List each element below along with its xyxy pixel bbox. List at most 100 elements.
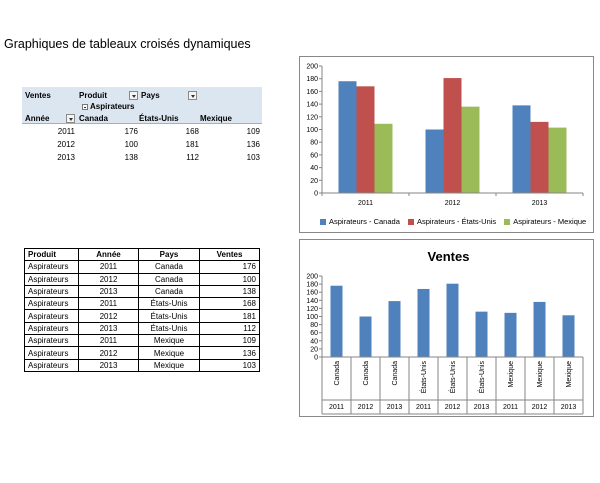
table-cell: 109 bbox=[199, 334, 260, 348]
y-tick-label: 60 bbox=[310, 152, 318, 159]
x-tick-label-country: Mexique bbox=[537, 361, 544, 388]
x-tick-label-country: Canada bbox=[392, 361, 399, 386]
table-cell: 2013 bbox=[78, 284, 139, 299]
y-tick-label: 80 bbox=[310, 140, 318, 147]
table-cell: Canada bbox=[138, 284, 200, 299]
table-cell: 2012 bbox=[78, 346, 139, 360]
pivot-header-band bbox=[22, 87, 262, 123]
pivot-table: Ventes Produit Pays Aspirateurs Année Ca… bbox=[22, 87, 262, 164]
table-cell: 136 bbox=[199, 346, 260, 360]
bar bbox=[374, 123, 393, 193]
y-tick-label: 120 bbox=[306, 114, 318, 121]
y-tick-label: 40 bbox=[310, 165, 318, 172]
pivot-chart-clustered[interactable]: 0 20 40 60 80 100 120 140 160 180 200 2011 2012 2013 … bbox=[299, 56, 594, 233]
x-tick-label-year: 2012 bbox=[445, 404, 461, 411]
table-cell: Aspirateurs bbox=[24, 321, 79, 336]
y-tick-label: 60 bbox=[310, 330, 318, 337]
table-cell: Mexique bbox=[138, 334, 200, 348]
bar bbox=[446, 283, 459, 357]
collapse-minus-icon[interactable] bbox=[82, 104, 88, 110]
y-tick-label: 20 bbox=[310, 178, 318, 185]
pivot-cell: 168 bbox=[185, 127, 199, 136]
legend-item: Aspirateurs - États-Unis bbox=[407, 217, 497, 226]
page-title: Graphiques de tableaux croisés dynamique… bbox=[4, 37, 251, 51]
legend-item: Aspirateurs - Mexique bbox=[504, 217, 586, 226]
column-header: Ventes bbox=[199, 247, 260, 262]
bar bbox=[512, 105, 531, 193]
table-cell: 2013 bbox=[78, 321, 139, 336]
y-tick-label: 160 bbox=[306, 89, 318, 96]
pivot-cell: 138 bbox=[124, 153, 138, 162]
bar bbox=[359, 316, 372, 357]
table-cell: États-Unis bbox=[138, 321, 200, 336]
pivot-values-field: Ventes bbox=[25, 91, 51, 100]
table-row: Aspirateurs 2011 États-Unis 168 bbox=[24, 297, 260, 311]
table-row: Aspirateurs 2012 Mexique 136 bbox=[24, 346, 260, 360]
x-tick-label-country: États-Unis bbox=[419, 361, 428, 394]
legend-item: Aspirateurs - Canada bbox=[320, 217, 400, 226]
x-tick-label-country: États-Unis bbox=[448, 361, 457, 394]
pivot-cell: 136 bbox=[246, 140, 260, 149]
country-filter-dropdown-icon[interactable] bbox=[188, 91, 197, 100]
x-tick-label-country: Canada bbox=[363, 361, 370, 386]
table-cell: 112 bbox=[199, 321, 260, 336]
product-filter-dropdown-icon[interactable] bbox=[129, 91, 138, 100]
x-tick-label-country: États-Unis bbox=[477, 361, 486, 394]
x-tick-label-year: 2012 bbox=[532, 404, 548, 411]
table-cell: Aspirateurs bbox=[24, 346, 79, 360]
table-cell: Aspirateurs bbox=[24, 334, 79, 348]
table-cell: Aspirateurs bbox=[24, 284, 79, 299]
y-tick-label: 40 bbox=[310, 338, 318, 345]
legend-label: Aspirateurs - Mexique bbox=[513, 217, 587, 226]
pivot-row-year: 2012 bbox=[57, 140, 75, 149]
table-cell: Aspirateurs bbox=[24, 272, 79, 286]
table-row: Aspirateurs 2011 Mexique 109 bbox=[24, 334, 260, 348]
table-row: Aspirateurs 2013 Canada 138 bbox=[24, 284, 260, 299]
table-cell: États-Unis bbox=[138, 297, 200, 311]
pivot-cell: 112 bbox=[186, 153, 199, 162]
y-tick-label: 100 bbox=[306, 127, 318, 134]
y-tick-label: 180 bbox=[306, 76, 318, 83]
table-cell: Mexique bbox=[138, 358, 200, 372]
y-tick-label: 180 bbox=[306, 282, 318, 289]
x-tick-label: 2013 bbox=[532, 200, 548, 207]
y-tick-label: 140 bbox=[306, 102, 318, 109]
bar bbox=[504, 312, 517, 357]
pivot-cell: 176 bbox=[124, 127, 138, 136]
pivot-product-item: Aspirateurs bbox=[90, 102, 135, 111]
pivot-cell: 100 bbox=[124, 140, 138, 149]
x-tick-label-year: 2013 bbox=[474, 404, 490, 411]
table-cell: 176 bbox=[199, 260, 260, 274]
y-tick-label: 140 bbox=[306, 298, 318, 305]
chart-title: Ventes bbox=[428, 249, 470, 264]
pivot-chart-ventes[interactable]: Ventes 0 20 40 60 80 100 120 140 160 180 200 Canada 2… bbox=[299, 239, 594, 417]
table-header-row: Produit Année Pays Ventes bbox=[24, 247, 260, 262]
pivot-country-header: Canada bbox=[79, 114, 108, 123]
table-cell: 168 bbox=[199, 297, 260, 311]
pivot-product-field: Produit bbox=[79, 91, 107, 100]
x-tick-label-year: 2013 bbox=[387, 404, 403, 411]
table-row: Aspirateurs 2013 États-Unis 112 bbox=[24, 321, 260, 336]
x-tick-label-year: 2011 bbox=[416, 404, 431, 411]
pivot-country-header: États-Unis bbox=[139, 114, 179, 123]
table-cell: 2011 bbox=[78, 334, 139, 348]
pivot-row-year: 2013 bbox=[57, 153, 75, 162]
pivot-country-field: Pays bbox=[141, 91, 160, 100]
table-cell: Aspirateurs bbox=[24, 260, 79, 274]
x-tick-label-year: 2011 bbox=[329, 404, 344, 411]
y-tick-label: 200 bbox=[306, 274, 318, 281]
table-row: Aspirateurs 2011 Canada 176 bbox=[24, 260, 260, 274]
legend-label: Aspirateurs - États-Unis bbox=[416, 217, 497, 226]
year-filter-dropdown-icon[interactable] bbox=[66, 114, 75, 123]
pivot-cell: 181 bbox=[185, 140, 199, 149]
table-row: Aspirateurs 2013 Mexique 103 bbox=[24, 358, 260, 372]
pivot-year-field: Année bbox=[25, 114, 50, 123]
bar bbox=[475, 311, 488, 357]
table-cell: Aspirateurs bbox=[24, 358, 79, 372]
table-row: Aspirateurs 2012 États-Unis 181 bbox=[24, 309, 260, 323]
y-tick-label: 120 bbox=[306, 306, 318, 313]
y-tick-label: 200 bbox=[306, 64, 318, 71]
bar bbox=[356, 86, 375, 193]
bar bbox=[533, 301, 546, 357]
